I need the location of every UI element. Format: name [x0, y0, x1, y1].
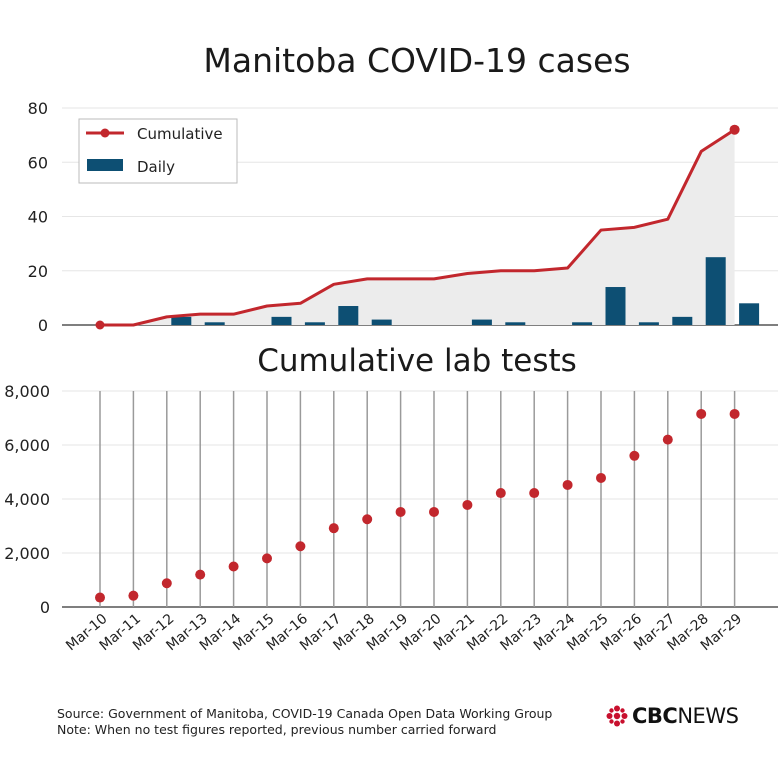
daily-bar: [572, 322, 593, 325]
daily-bar: [638, 322, 659, 325]
x-axis-labels: Mar-10Mar-11Mar-12Mar-13Mar-14Mar-15Mar-…: [63, 611, 745, 654]
cases-y-tick-label: 0: [38, 316, 48, 335]
cumulative-start-point: [95, 320, 105, 330]
tests-point: [395, 506, 406, 517]
cumulative-area-fill: [100, 129, 735, 325]
tests-grid: [62, 390, 778, 608]
tests-point: [495, 488, 506, 499]
legend-daily-label: Daily: [137, 158, 175, 176]
tests-point: [529, 488, 540, 499]
tests-y-tick-label: 0: [40, 598, 50, 617]
tests-point: [228, 561, 239, 572]
tests-point: [596, 472, 606, 483]
tests-y-tick-label: 2,000: [4, 544, 50, 563]
cbc-news-logo: CBCNEWS: [606, 702, 739, 730]
daily-bar: [371, 319, 392, 325]
tests-point: [562, 479, 573, 490]
footer: Source: Government of Manitoba, COVID-19…: [57, 706, 552, 738]
tests-point: [429, 506, 439, 517]
source-note: Source: Government of Manitoba, COVID-19…: [57, 706, 553, 721]
cumulative-line: [95, 124, 740, 330]
tests-stems: [99, 391, 736, 607]
tests-point: [629, 450, 640, 461]
legend-cumulative-marker: [100, 128, 110, 138]
tests-point: [128, 590, 139, 601]
tests-y-tick-label: 6,000: [4, 436, 50, 455]
daily-bar: [739, 303, 760, 325]
cases-y-tick-label: 80: [28, 99, 48, 118]
cases-area: [100, 129, 735, 325]
daily-bar: [304, 322, 325, 325]
tests-point: [462, 499, 473, 510]
daily-bars: [171, 257, 760, 325]
tests-point: [262, 553, 272, 564]
legend: Cumulative Daily: [78, 118, 238, 184]
daily-bar: [171, 316, 192, 325]
tests-point: [295, 541, 306, 552]
cbc-gem-icon: [606, 705, 628, 727]
tests-point: [662, 434, 673, 445]
cases-chart-title: Manitoba COVID-19 cases: [203, 41, 630, 80]
cases-y-axis: 0 20 40 60 80: [28, 99, 48, 335]
daily-bar: [338, 306, 359, 325]
tests-point: [95, 592, 105, 603]
cases-y-tick-label: 60: [28, 153, 48, 172]
legend-cumulative-label: Cumulative: [137, 125, 223, 143]
tests-point: [729, 408, 740, 419]
cumulative-line-path: [100, 128, 736, 327]
tests-y-tick-label: 4,000: [4, 490, 50, 509]
tests-point: [362, 514, 373, 525]
tests-chart-title: Cumulative lab tests: [257, 343, 577, 379]
tests-y-axis: 0 2,000 4,000 6,000 8,000: [4, 382, 50, 617]
carry-forward-note: Note: When no test figures reported, pre…: [57, 722, 497, 737]
cases-y-tick-label: 40: [28, 208, 48, 227]
daily-bar: [672, 316, 693, 325]
daily-bar: [204, 322, 225, 325]
legend-daily-swatch: [87, 159, 123, 171]
daily-bar: [705, 257, 726, 325]
daily-bar: [471, 319, 492, 325]
tests-point: [328, 523, 339, 534]
tests-point: [696, 408, 707, 419]
tests-y-tick-label: 8,000: [4, 382, 50, 401]
daily-bar: [605, 287, 626, 325]
cumulative-end-point: [729, 124, 740, 135]
tests-points: [95, 408, 740, 603]
daily-bar: [505, 322, 526, 325]
logo-wordmark: CBCNEWS: [632, 704, 739, 728]
tests-point: [161, 578, 172, 589]
chart-canvas: Manitoba COVID-19 cases 0 20 40 60 80 Cumula…: [4, 41, 778, 654]
tests-point: [195, 569, 206, 580]
daily-bar: [271, 316, 292, 325]
cases-y-tick-label: 20: [28, 262, 48, 281]
